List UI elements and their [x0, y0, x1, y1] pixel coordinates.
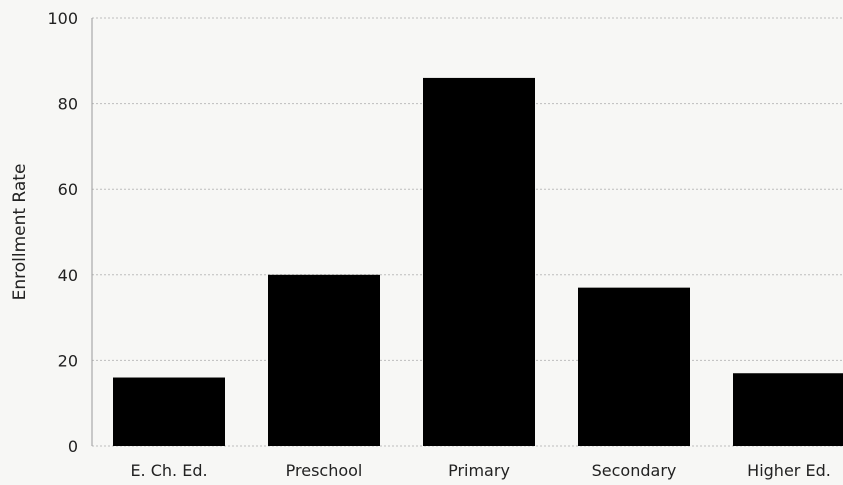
x-category-label: Preschool — [286, 461, 363, 480]
y-tick-label: 80 — [58, 95, 78, 114]
x-category-label: Primary — [448, 461, 510, 480]
bar — [423, 77, 535, 447]
y-tick-labels: 0 20 40 60 80 100 — [47, 9, 78, 456]
x-category-label: Secondary — [592, 461, 677, 480]
x-category-label: E. Ch. Ed. — [130, 461, 207, 480]
y-tick-label: 0 — [68, 437, 78, 456]
y-axis-title: Enrollment Rate — [10, 164, 30, 301]
y-tick-label: 100 — [47, 9, 78, 28]
y-tick-label: 20 — [58, 351, 78, 370]
y-tick-label: 40 — [58, 266, 78, 285]
bar — [733, 373, 843, 446]
gridlines — [92, 17, 843, 447]
bar — [113, 377, 225, 446]
x-category-label: Higher Ed. — [747, 461, 831, 480]
bar — [268, 274, 380, 446]
bar — [578, 287, 690, 446]
x-category-labels: E. Ch. Ed. Preschool Primary Secondary Highe… — [130, 461, 830, 480]
y-tick-label: 60 — [58, 180, 78, 199]
bars — [113, 77, 843, 447]
